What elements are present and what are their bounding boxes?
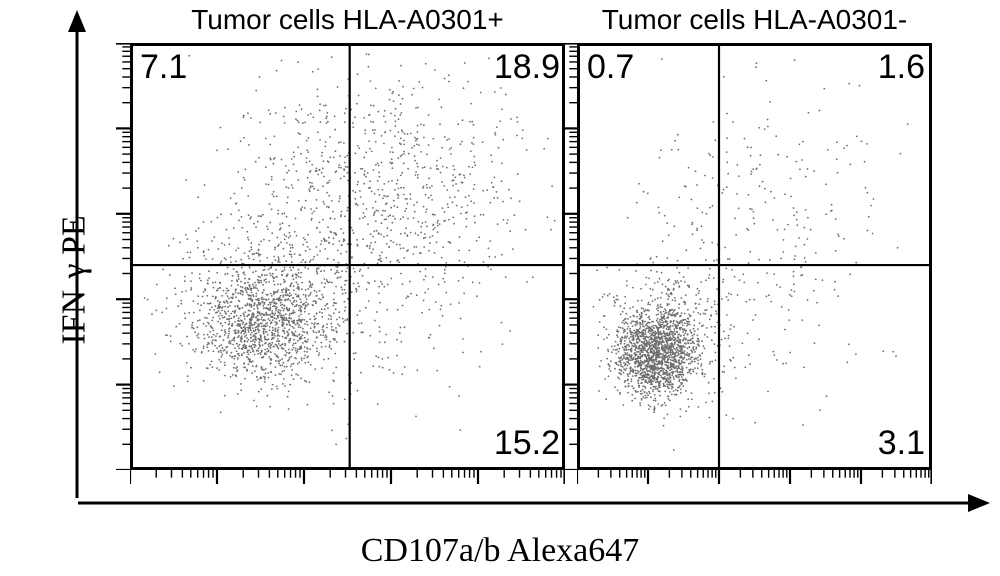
figure: IFN-γ PE CD107a/b Alexa647 Tumor cells H…: [0, 0, 1000, 576]
panel1-q-ul: 7.1: [140, 48, 187, 87]
panel2-plot: [577, 43, 932, 470]
y-axis-label: IFN-γ PE: [56, 215, 94, 344]
panel1-yticks: [116, 43, 130, 470]
panel2-yticks: [563, 43, 577, 470]
panel1-xticks: [130, 470, 565, 484]
panel1-plot: [130, 43, 565, 470]
panel1-title: Tumor cells HLA-A0301+: [130, 4, 565, 36]
panel2-q-ur: 1.6: [830, 48, 925, 87]
x-axis-arrow: [74, 488, 994, 518]
panel2-q-lr: 3.1: [830, 424, 925, 463]
x-axis-label: CD107a/b Alexa647: [0, 532, 1000, 570]
panel2-title: Tumor cells HLA-A0301-: [577, 4, 932, 36]
panel2-xticks: [577, 470, 932, 484]
panel2-q-ul: 0.7: [587, 48, 634, 87]
panel1-q-lr: 15.2: [440, 424, 560, 463]
panel1-q-ur: 18.9: [440, 48, 560, 87]
